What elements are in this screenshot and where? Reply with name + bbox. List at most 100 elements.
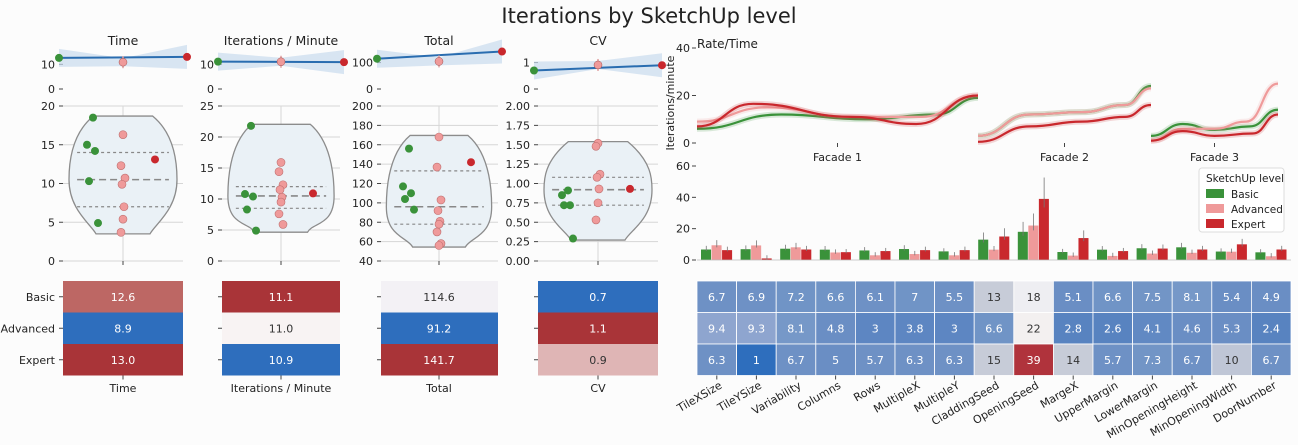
legend-title: SketchUp level: [1206, 173, 1284, 185]
ytick-label: 40: [359, 255, 373, 268]
mini-ytick-label: 10: [200, 58, 214, 71]
violin-body: [385, 134, 493, 248]
rate-ytick-label: 40: [676, 42, 690, 55]
ytick-label: 1.25: [506, 158, 531, 171]
mini-point-expert: [340, 58, 348, 67]
heat-value: 6.7: [1183, 354, 1201, 367]
violin-point-basic: [94, 219, 102, 228]
bar-expert: [801, 249, 812, 260]
violin-point-basic: [83, 140, 91, 149]
heat-cell: [973, 343, 1015, 376]
heat-value: 9.4: [708, 322, 726, 335]
heat-value: 4.9: [1262, 291, 1280, 304]
mini-point-basic: [214, 57, 222, 66]
mini-ytick-label: 10: [41, 58, 55, 71]
ytick-label: 100: [352, 197, 373, 210]
heat-cell: [538, 281, 658, 313]
violin-title: Iterations / Minute: [224, 33, 339, 48]
heat-cell: [1171, 343, 1213, 376]
violin-point-advanced: [274, 167, 284, 177]
ytick-label: 10: [41, 178, 55, 191]
heat-cell: [381, 312, 498, 344]
heat-cell: [973, 280, 1015, 313]
rate-curve-advanced: [1150, 82, 1279, 142]
ytick-label: 1.75: [506, 119, 531, 132]
heat-value: 114.6: [423, 291, 455, 304]
heat-value: 6.7: [708, 291, 726, 304]
mini-point-basic: [373, 54, 381, 63]
heat-value: 3.8: [906, 322, 924, 335]
bar-expert: [959, 250, 970, 260]
mini-ytick-label: 1: [523, 57, 530, 70]
heat-cell: [934, 312, 975, 345]
bar-basic: [1097, 249, 1108, 260]
violin-point-basic: [405, 144, 413, 153]
ytick-label: 20: [41, 100, 55, 113]
heat-cell: [934, 280, 975, 313]
heat-cell: [1092, 280, 1133, 313]
bar-expert: [880, 251, 891, 260]
heat-cell: [1251, 343, 1292, 376]
violin-point-basic: [252, 226, 260, 235]
legend-swatch-expert: [1206, 219, 1224, 228]
violin-title: Total: [423, 33, 453, 48]
heat-cell: [1132, 312, 1173, 345]
bar-expert: [999, 236, 1010, 260]
violin-point-basic: [247, 121, 255, 130]
heat-cell: [1013, 280, 1054, 313]
heat-column-label: Columns: [795, 379, 843, 414]
ytick-label: 160: [352, 139, 373, 152]
heat-xlabel: Total: [425, 382, 452, 395]
heat-value: 6.6: [827, 291, 845, 304]
bar-advanced: [790, 247, 801, 260]
heat-value: 6.3: [708, 354, 726, 367]
bar-advanced: [711, 245, 722, 260]
mini-point-expert: [183, 52, 191, 61]
figure-title: Iterations by SketchUp level: [501, 4, 797, 28]
heat-cell: [696, 312, 737, 345]
heat-value: 1.1: [589, 322, 607, 335]
heat-cell: [538, 344, 658, 376]
heat-value: 14: [1066, 354, 1080, 367]
bar-advanced: [1107, 255, 1118, 260]
heat-cell: [894, 312, 935, 345]
bar-basic: [899, 249, 910, 260]
bar-advanced: [869, 255, 880, 260]
violin-title: Time: [107, 33, 139, 48]
heat-value: 5: [832, 354, 839, 367]
heat-cell: [894, 280, 935, 313]
ytick-label: 15: [200, 162, 214, 175]
violin-point-advanced: [436, 195, 446, 205]
ytick-label: 180: [352, 119, 373, 132]
bar-basic: [1136, 248, 1147, 260]
heat-value: 8.9: [114, 322, 132, 335]
bar-basic: [859, 250, 870, 260]
heat-cell: [63, 344, 183, 376]
heat-cell: [1211, 280, 1252, 313]
bar-advanced: [830, 252, 841, 260]
violin-point-basic: [410, 205, 418, 214]
ytick-label: 0.25: [506, 236, 531, 249]
ytick-label: 0.75: [506, 197, 531, 210]
violin-point-advanced: [591, 142, 601, 151]
facade-label: Facade 2: [1040, 151, 1089, 164]
bar-ytick-label: 60: [676, 160, 690, 173]
heat-value: 2.8: [1064, 322, 1082, 335]
heat-cell: [1092, 312, 1133, 345]
rate-curve-basic: [696, 96, 979, 130]
violin-point-advanced: [118, 214, 128, 224]
bar-basic: [1176, 247, 1187, 260]
heat-value: 15: [987, 354, 1001, 367]
heat-cell: [1013, 312, 1054, 345]
bar-expert: [1078, 238, 1089, 260]
bar-expert: [840, 252, 851, 260]
bar-basic: [978, 239, 989, 260]
regression-line: [376, 50, 503, 60]
heat-value: 10: [1225, 354, 1239, 367]
heat-cell: [63, 281, 183, 313]
violin-body: [227, 123, 335, 233]
heat-value: 6.9: [748, 291, 766, 304]
ytick-label: 140: [352, 158, 373, 171]
heat-cell: [1092, 343, 1133, 376]
